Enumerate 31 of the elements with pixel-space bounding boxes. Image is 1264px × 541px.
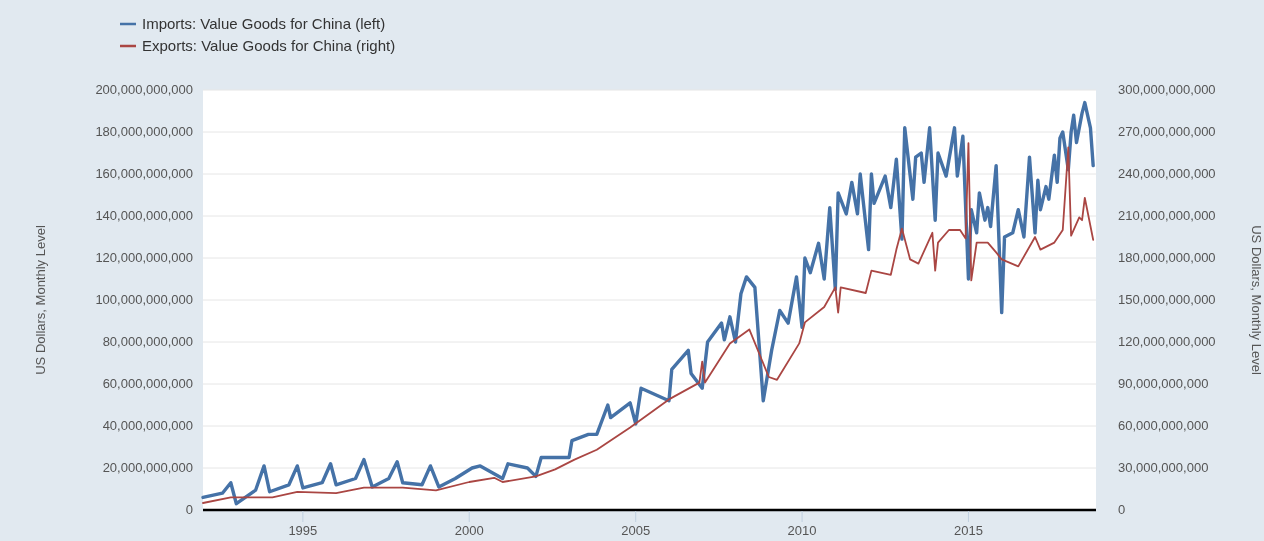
y-axis-title: US Dollars, Monthly Level xyxy=(33,225,48,375)
y2-tick-label: 30,000,000,000 xyxy=(1118,460,1209,475)
y-tick-label: 180,000,000,000 xyxy=(95,124,193,139)
legend-label: Imports: Value Goods for China (left) xyxy=(142,15,386,32)
y-tick-label: 200,000,000,000 xyxy=(95,82,193,97)
y2-tick-label: 150,000,000,000 xyxy=(1118,292,1216,307)
y-tick-label: 60,000,000,000 xyxy=(102,376,193,391)
y-tick-label: 20,000,000,000 xyxy=(102,460,193,475)
y-tick-label: 140,000,000,000 xyxy=(95,208,193,223)
x-tick-label: 2005 xyxy=(621,523,651,538)
y2-tick-label: 210,000,000,000 xyxy=(1118,208,1216,223)
y2-tick-label: 300,000,000,000 xyxy=(1118,82,1216,97)
x-tick-label: 2010 xyxy=(787,523,817,538)
y2-axis-title: US Dollars, Monthly Level xyxy=(1249,225,1264,375)
y2-tick-label: 180,000,000,000 xyxy=(1118,250,1216,265)
x-tick-label: 2015 xyxy=(953,523,983,538)
y-tick-label: 120,000,000,000 xyxy=(95,250,193,265)
x-tick-label: 2000 xyxy=(454,523,484,538)
y2-tick-label: 90,000,000,000 xyxy=(1118,376,1209,391)
y-tick-label: 0 xyxy=(185,502,193,517)
y2-tick-label: 120,000,000,000 xyxy=(1118,334,1216,349)
y-tick-label: 40,000,000,000 xyxy=(102,418,193,433)
y-tick-label: 80,000,000,000 xyxy=(102,334,193,349)
y2-tick-label: 0 xyxy=(1118,502,1126,517)
y2-tick-label: 240,000,000,000 xyxy=(1118,166,1216,181)
x-tick-label: 1995 xyxy=(288,523,318,538)
y2-tick-label: 270,000,000,000 xyxy=(1118,124,1216,139)
y2-tick-label: 60,000,000,000 xyxy=(1118,418,1209,433)
legend-label: Exports: Value Goods for China (right) xyxy=(142,37,396,54)
y-tick-label: 100,000,000,000 xyxy=(95,292,193,307)
y-tick-label: 160,000,000,000 xyxy=(95,166,193,181)
